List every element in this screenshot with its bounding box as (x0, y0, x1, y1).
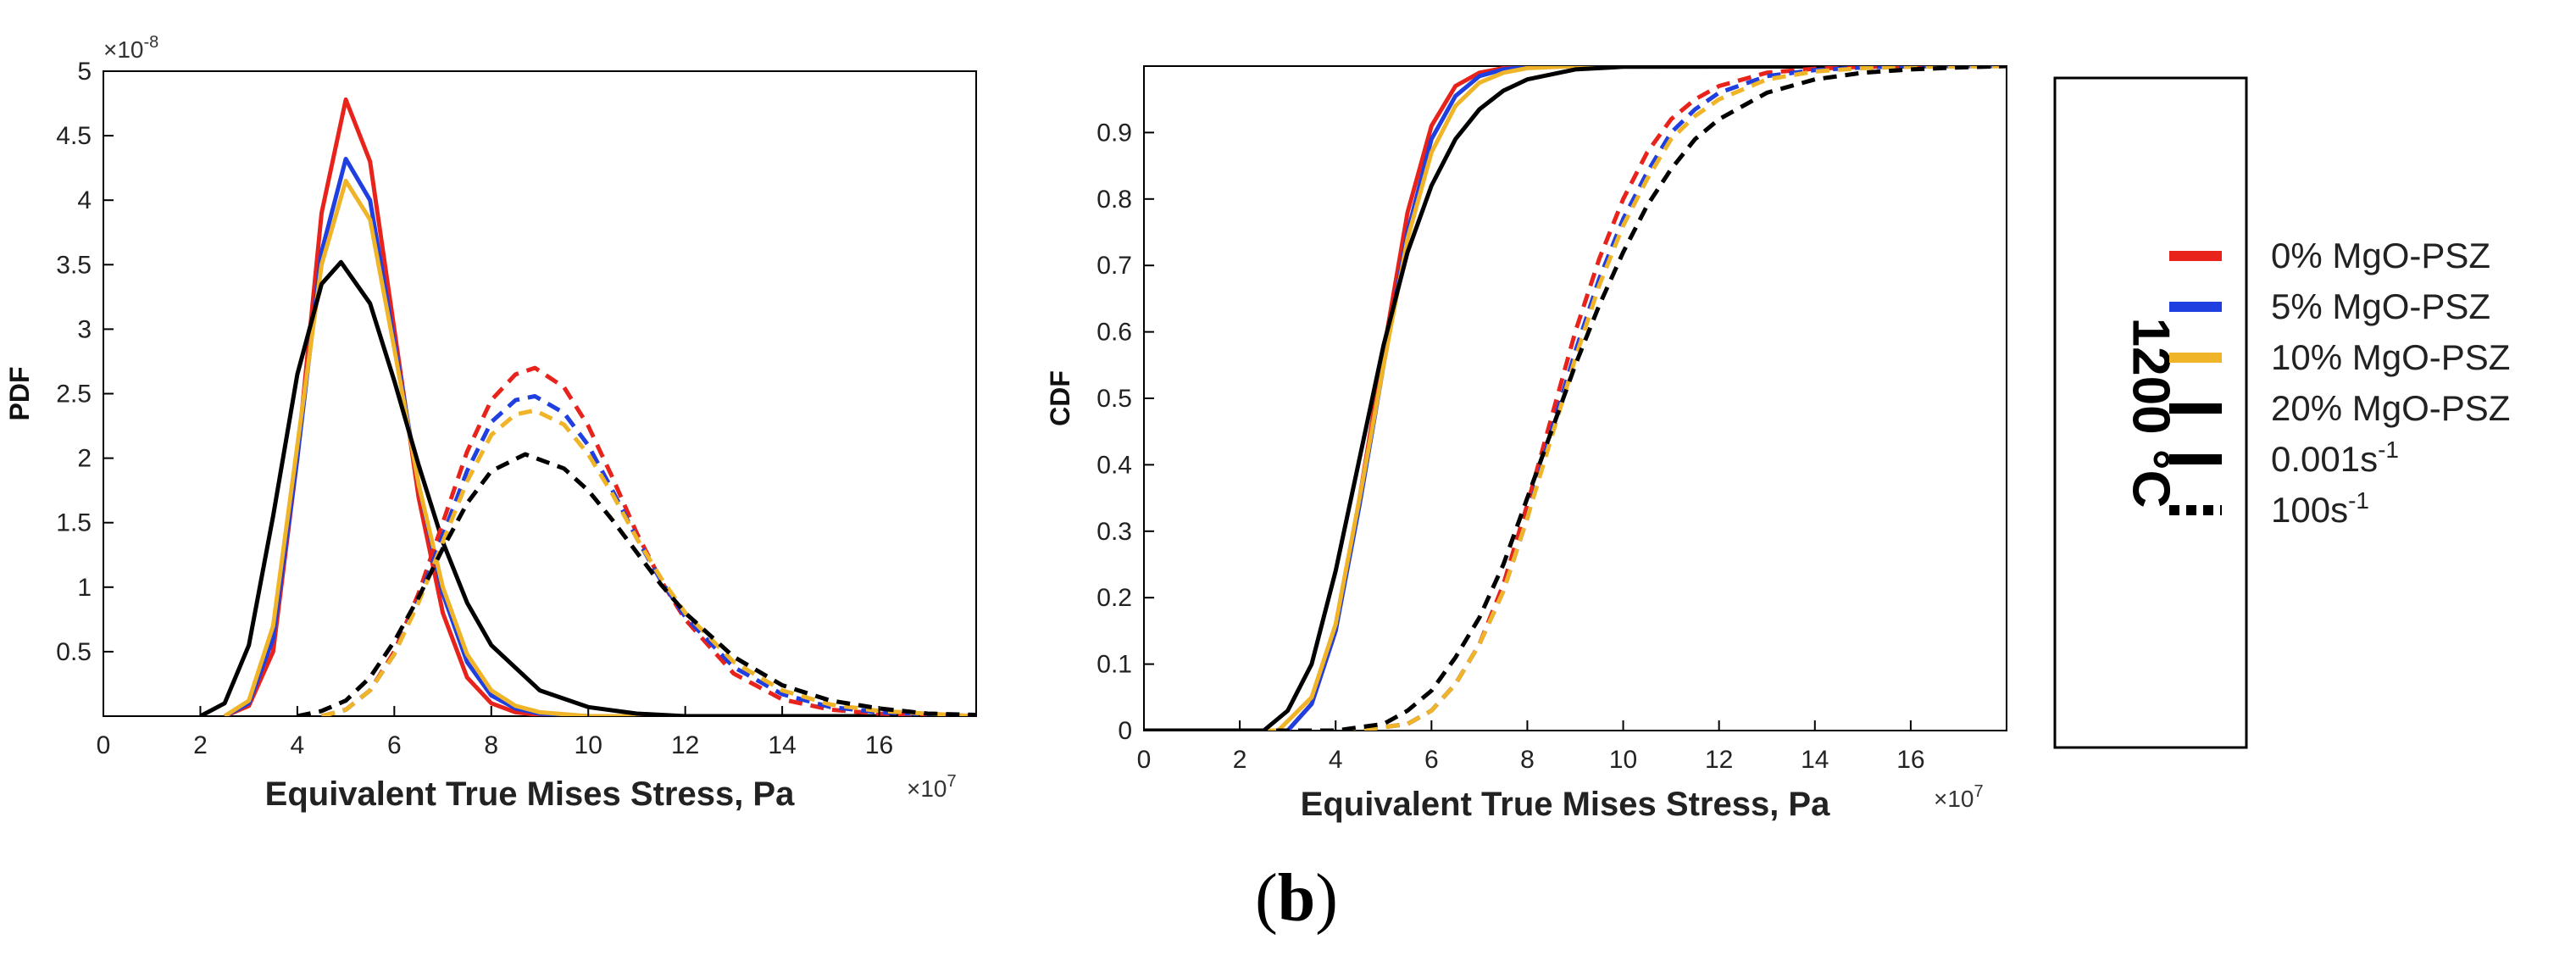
pdf-ytick-label-8: 4.5 (56, 122, 92, 150)
pdf-xtick-label-0: 0 (97, 731, 111, 759)
cdf-series-6 (1144, 66, 2007, 731)
cdf-chart: 0 2 4 6 8 10 12 14 16 0 0.1 0.2 0.3 0.4 0.5 0.6 0.7 0.8 0.… (1045, 65, 2007, 823)
cdf-xtick-label-0: 0 (1137, 746, 1152, 774)
pdf-x-multiplier: ×107 (907, 772, 957, 802)
cdf-ytick-label-5: 0.5 (1096, 385, 1132, 413)
pdf-xtick-label-4: 8 (484, 731, 498, 759)
cdf-xtick-label-5: 10 (1609, 746, 1637, 774)
cdf-xtick-label-3: 6 (1424, 746, 1439, 774)
legend-label-1: 5% MgO-PSZ (2271, 286, 2490, 326)
legend-label-2: 10% MgO-PSZ (2271, 337, 2510, 377)
caption-letter: b (1277, 861, 1316, 936)
cdf-axes-box (1143, 65, 2007, 731)
cdf-ytick-label-0: 0 (1118, 717, 1132, 745)
pdf-xlabel: Equivalent True Mises Stress, Pa (265, 775, 795, 813)
pdf-xtick-label-8: 16 (865, 731, 893, 759)
pdf-xtick-label-6: 12 (671, 731, 699, 759)
cdf-xtick-label-2: 4 (1329, 746, 1343, 774)
cdf-ytick-label-7: 0.7 (1096, 252, 1132, 280)
cdf-series-7 (1144, 66, 2007, 731)
cdf-x-multiplier: ×107 (1934, 782, 1984, 812)
figure-caption: (b) (1246, 860, 1347, 937)
cdf-series-2 (1144, 66, 2007, 731)
legend-label-0: 0% MgO-PSZ (2271, 236, 2490, 275)
pdf-series-7 (297, 452, 976, 716)
pdf-ytick-label-0: 0.5 (56, 638, 92, 666)
legend-label-3: 20% MgO-PSZ (2271, 388, 2510, 428)
pdf-ytick-label-4: 2.5 (56, 381, 92, 409)
cdf-xtick-label-7: 14 (1801, 746, 1829, 774)
pdf-xtick-label-3: 6 (387, 731, 402, 759)
pdf-series-6 (320, 408, 976, 716)
pdf-chart: 0 2 4 6 8 10 12 14 16 0.5 1 1.5 2 2.5 3 3.5 4 4.5 5 PDF Equi… (4, 33, 977, 813)
pdf-series-group (199, 97, 976, 716)
pdf-xtick-label-5: 10 (575, 731, 602, 759)
cdf-ytick-label-1: 0.1 (1096, 651, 1132, 679)
cdf-ytick-label-2: 0.2 (1096, 584, 1132, 612)
cdf-ytick-label-6: 0.6 (1096, 319, 1132, 347)
pdf-xtick-label-7: 14 (768, 731, 796, 759)
pdf-ytick-label-7: 4 (77, 186, 92, 214)
pdf-series-3 (199, 259, 976, 716)
pdf-xtick-label-1: 2 (193, 731, 208, 759)
cdf-xtick-label-1: 2 (1233, 746, 1247, 774)
pdf-ytick-label-2: 1.5 (56, 509, 92, 537)
cdf-xlabel: Equivalent True Mises Stress, Pa (1301, 786, 1830, 823)
cdf-series-group (1144, 66, 2007, 731)
legend-rate-label-1: 100s-1 (2271, 487, 2369, 530)
cdf-series-3 (1144, 66, 2007, 731)
cdf-ytick-label-4: 0.4 (1096, 451, 1132, 479)
pdf-ytick-label-5: 3 (77, 315, 92, 343)
pdf-ytick-label-9: 5 (77, 58, 92, 86)
cdf-xtick-label-4: 8 (1520, 746, 1535, 774)
pdf-ylabel: PDF (4, 367, 35, 421)
pdf-axes-box (103, 70, 977, 717)
cdf-ytick-label-9: 0.9 (1096, 119, 1132, 147)
cdf-ytick-label-3: 0.3 (1096, 518, 1132, 546)
cdf-ytick-label-8: 0.8 (1096, 186, 1132, 214)
pdf-ytick-label-6: 3.5 (56, 251, 92, 279)
cdf-series-4 (1144, 66, 2007, 731)
pdf-y-multiplier: ×10-8 (103, 33, 158, 63)
cdf-xtick-label-8: 16 (1896, 746, 1924, 774)
cdf-ylabel: CDF (1045, 370, 1075, 426)
pdf-ytick-label-1: 1 (77, 574, 92, 602)
pdf-xtick-label-2: 4 (291, 731, 305, 759)
pdf-ytick-label-3: 2 (77, 445, 92, 473)
cdf-xtick-label-6: 12 (1705, 746, 1733, 774)
legend-rate-label-0: 0.001s-1 (2271, 436, 2399, 479)
caption-open: ( (1255, 861, 1278, 936)
caption-close: ) (1315, 861, 1338, 936)
